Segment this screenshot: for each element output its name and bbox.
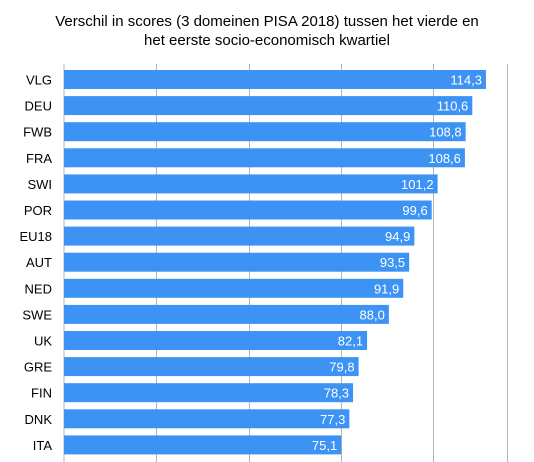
chart-title: Verschil in scores (3 domeinen PISA 2018… bbox=[0, 12, 534, 50]
value-label: 93,5 bbox=[380, 255, 405, 270]
bar bbox=[64, 96, 473, 116]
value-label: 77,3 bbox=[320, 412, 345, 427]
value-label: 75,1 bbox=[312, 438, 337, 453]
category-label: FIN bbox=[31, 386, 52, 401]
category-labels: VLG DEU FWB FRA SWI POR EU18 AUT NED SWE UK GRE FIN D… bbox=[19, 73, 52, 453]
bar bbox=[64, 409, 350, 429]
category-label: UK bbox=[34, 334, 52, 349]
bar bbox=[64, 122, 466, 142]
value-label: 99,6 bbox=[402, 203, 427, 218]
value-label: 82,1 bbox=[338, 334, 363, 349]
category-label: SWI bbox=[27, 177, 52, 192]
category-label: DEU bbox=[25, 99, 52, 114]
value-label: 79,8 bbox=[329, 360, 354, 375]
value-label: 78,3 bbox=[324, 386, 349, 401]
value-label: 101,2 bbox=[401, 177, 434, 192]
category-label: ITA bbox=[33, 438, 53, 453]
value-label: 108,8 bbox=[429, 125, 462, 140]
category-label: DNK bbox=[25, 412, 53, 427]
bars bbox=[64, 70, 486, 455]
bar bbox=[64, 70, 486, 89]
category-label: GRE bbox=[24, 360, 53, 375]
category-label: EU18 bbox=[19, 229, 52, 244]
category-label: NED bbox=[25, 281, 52, 296]
bar bbox=[64, 278, 404, 298]
value-label: 114,3 bbox=[450, 73, 482, 88]
value-label: 91,9 bbox=[374, 281, 399, 296]
category-label: AUT bbox=[26, 255, 52, 270]
category-label: VLG bbox=[26, 73, 52, 88]
value-label: 88,0 bbox=[360, 307, 385, 322]
bar bbox=[64, 200, 432, 220]
category-label: POR bbox=[24, 203, 52, 218]
bar bbox=[64, 252, 410, 272]
category-label: FRA bbox=[26, 151, 52, 166]
bar bbox=[64, 226, 415, 246]
category-label: SWE bbox=[22, 307, 52, 322]
bar bbox=[64, 304, 389, 324]
bar bbox=[64, 383, 354, 403]
bar bbox=[64, 435, 342, 455]
value-label: 108,6 bbox=[428, 151, 461, 166]
category-label: FWB bbox=[23, 125, 52, 140]
bar bbox=[64, 174, 438, 194]
chart-title-line-2: het eerste socio-economisch kwartiel bbox=[144, 32, 390, 49]
value-labels: 114,3 110,6 108,8 108,6 101,2 99,6 94,9 93,5 91,… bbox=[312, 73, 482, 453]
chart-title-line-1: Verschil in scores (3 domeinen PISA 2018… bbox=[55, 13, 479, 30]
bar bbox=[64, 331, 368, 350]
bar bbox=[64, 357, 359, 377]
value-label: 110,6 bbox=[437, 99, 469, 114]
value-label: 94,9 bbox=[385, 229, 410, 244]
bar bbox=[64, 148, 465, 168]
